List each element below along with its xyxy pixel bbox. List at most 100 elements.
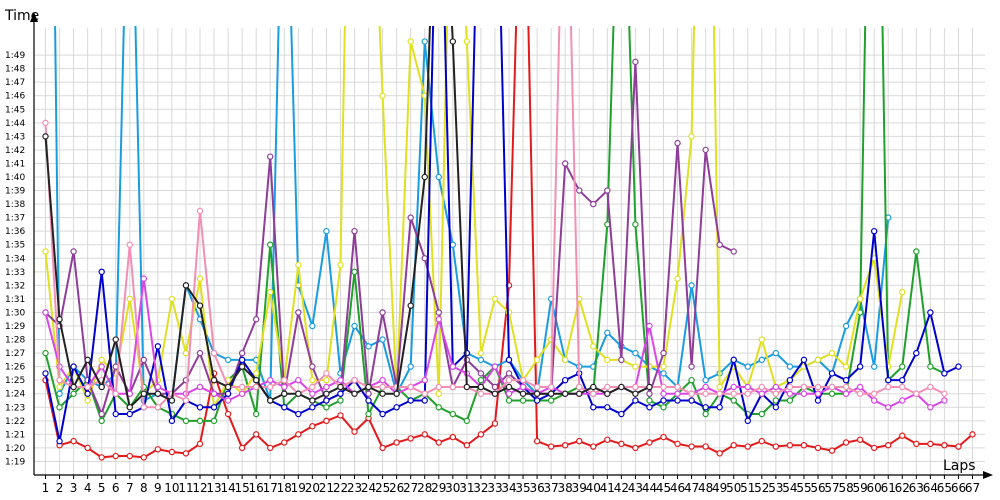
x-tick-label: 3 (70, 481, 78, 495)
data-point (828, 447, 836, 454)
x-tick-label: 57 (824, 481, 839, 495)
x-tick-label: 11 (178, 481, 193, 495)
x-tick-label: 22 (333, 481, 348, 495)
data-point (70, 390, 77, 397)
data-point (744, 363, 751, 370)
data-point (323, 390, 330, 397)
data-point (561, 390, 569, 397)
data-point (870, 444, 878, 452)
x-tick-label: 14 (220, 481, 235, 495)
x-tick-label: 28 (417, 481, 432, 495)
x-tick-label: 39 (572, 481, 587, 495)
data-point (56, 404, 63, 411)
x-tick-label: 5 (98, 481, 106, 495)
data-point (856, 390, 864, 397)
data-point (309, 376, 316, 384)
x-tick-label: 24 (361, 481, 376, 495)
data-point (281, 383, 288, 391)
data-point (210, 349, 218, 357)
data-point (646, 397, 653, 404)
data-point (618, 410, 625, 418)
data-point (42, 370, 49, 377)
data-point (337, 412, 344, 419)
data-point (351, 227, 358, 235)
data-point (393, 439, 400, 446)
data-point (393, 390, 400, 397)
data-point (56, 376, 63, 384)
data-point (407, 363, 414, 370)
data-point (674, 139, 681, 147)
data-point (786, 390, 794, 397)
data-point (421, 38, 428, 45)
data-point (70, 383, 77, 391)
data-point (182, 349, 190, 357)
data-point (449, 410, 457, 418)
x-tick-label: 8 (140, 481, 148, 495)
data-point (309, 404, 316, 411)
data-point (744, 417, 751, 425)
x-tick-label: 7 (126, 481, 134, 495)
data-point (590, 390, 597, 397)
data-point (646, 322, 653, 330)
data-point (828, 390, 836, 397)
data-point (814, 383, 822, 391)
data-point (407, 383, 414, 391)
x-tick-label: 10 (164, 481, 179, 495)
data-point (899, 383, 906, 391)
data-point (688, 363, 695, 370)
data-point (519, 390, 527, 397)
y-tick-label: 1:19 (5, 457, 25, 467)
data-point (646, 404, 653, 411)
data-point (337, 383, 344, 391)
x-tick-label: 46 (670, 481, 685, 495)
data-point (463, 38, 471, 45)
data-point (309, 397, 316, 404)
series-layer (42, 26, 976, 461)
data-point (196, 383, 204, 391)
data-point (154, 446, 162, 453)
data-point (660, 433, 667, 441)
data-point (337, 376, 344, 384)
data-point (393, 404, 400, 411)
data-point (407, 302, 414, 309)
data-point (885, 442, 892, 449)
data-point (561, 356, 569, 364)
data-point (407, 38, 414, 45)
data-point (941, 442, 948, 449)
data-point (590, 200, 597, 208)
x-tick-label: 29 (431, 481, 446, 495)
data-point (505, 356, 513, 364)
data-point (477, 356, 485, 364)
data-point (505, 376, 513, 384)
data-point (210, 390, 218, 397)
data-point (323, 227, 330, 235)
y-tick-label: 1:30 (5, 308, 25, 318)
y-tick-label: 1:23 (5, 403, 25, 413)
data-point (407, 397, 414, 404)
data-point (590, 443, 597, 450)
y-tick-label: 1:25 (5, 376, 25, 386)
y-axis-arrow (30, 12, 38, 22)
series-1 (42, 26, 976, 461)
data-point (955, 443, 962, 450)
data-point (449, 38, 457, 45)
data-point (238, 349, 246, 357)
data-point (210, 404, 218, 411)
data-point (182, 397, 190, 404)
data-point (786, 363, 794, 370)
data-point (238, 363, 246, 370)
data-point (281, 404, 288, 411)
x-tick-label: 13 (206, 481, 221, 495)
data-point (758, 390, 766, 397)
x-tick-label: 42 (614, 481, 629, 495)
data-point (660, 390, 667, 397)
y-tick-label: 1:21 (5, 430, 25, 440)
data-point (379, 390, 386, 397)
data-point (379, 444, 386, 452)
data-point (533, 356, 541, 364)
data-point (435, 173, 442, 181)
data-point (140, 404, 148, 411)
data-point (435, 316, 442, 323)
